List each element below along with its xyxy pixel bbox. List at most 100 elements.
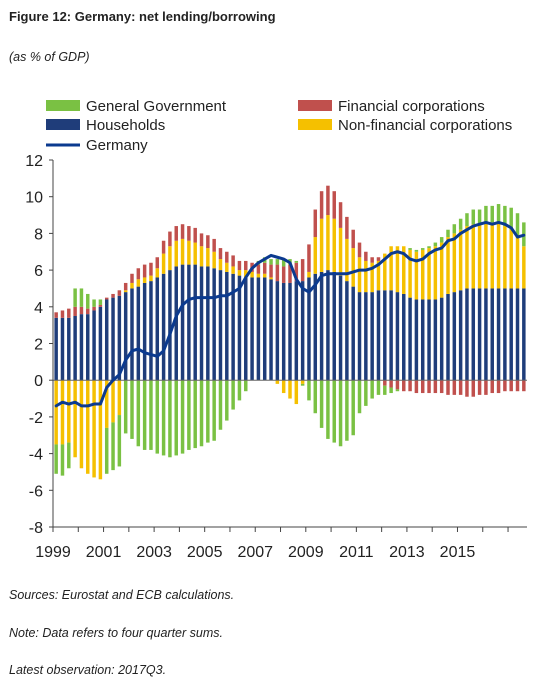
bar-gg [395, 389, 400, 392]
bar-gg [357, 380, 362, 414]
bar-hh [427, 299, 431, 381]
bar-nfc [288, 380, 292, 399]
bar-hh [326, 270, 330, 381]
bar-fc [294, 262, 299, 282]
bar-fc [496, 380, 501, 394]
bar-hh [136, 286, 141, 381]
bar-fc [288, 264, 292, 283]
bar-hh [465, 288, 469, 381]
bar-gg [515, 213, 520, 238]
y-tick-label: -2 [29, 410, 43, 427]
bar-hh [345, 281, 349, 381]
bar-nfc [294, 380, 299, 405]
bar-nfc [300, 380, 305, 384]
legend-label-hh: Households [86, 117, 165, 134]
bar-hh [332, 271, 336, 381]
bar-hh [351, 286, 355, 381]
bar-nfc [471, 224, 476, 289]
bar-hh [458, 290, 463, 381]
bar-hh [155, 277, 160, 381]
bar-hh [180, 264, 185, 381]
bar-fc [212, 238, 216, 252]
bar-hh [439, 297, 444, 381]
bar-fc [149, 262, 153, 276]
legend-label-germany: Germany [86, 137, 148, 154]
bar-hh [357, 292, 362, 381]
bar-fc [332, 191, 336, 219]
bar-nfc [86, 380, 90, 474]
bar-nfc [187, 240, 191, 265]
bar-gg [300, 383, 305, 386]
bar-nfc [269, 277, 273, 280]
bar-fc [420, 380, 425, 394]
bar-nfc [275, 380, 280, 384]
bar-gg [206, 380, 210, 443]
bar-fc [256, 264, 261, 274]
chart: General Government Financial corporations… [25, 98, 527, 561]
bar-hh [79, 314, 84, 381]
bar-fc [275, 264, 280, 282]
bar-nfc [60, 380, 65, 445]
bar-nfc [452, 233, 457, 293]
bar-fc [313, 209, 318, 238]
bar-fc [389, 380, 393, 388]
bar-hh [477, 288, 482, 381]
bar-fc [123, 282, 128, 291]
bar-gg [60, 444, 65, 476]
bar-nfc [490, 222, 494, 289]
bar-nfc [130, 282, 134, 289]
bar-fc [168, 231, 172, 247]
bar-nfc [465, 226, 469, 289]
bar-fc [142, 264, 147, 278]
bar-hh [446, 293, 450, 381]
bar-gg [471, 209, 476, 225]
bar-gg [161, 380, 166, 456]
bar-hh [262, 277, 267, 381]
bar-fc [92, 306, 96, 311]
bar-fc [180, 224, 185, 239]
bar-gg [168, 380, 172, 458]
bar-nfc [250, 271, 254, 278]
bar-nfc [427, 248, 431, 300]
bar-fc [54, 312, 58, 318]
bar-gg [484, 205, 488, 223]
bar-gg [370, 380, 374, 399]
bar-nfc [383, 253, 387, 291]
bar-fc [117, 290, 122, 296]
bar-gg [67, 442, 71, 469]
bar-hh [402, 293, 406, 381]
bar-gg [187, 380, 191, 450]
bar-nfc [307, 271, 311, 278]
bar-hh [123, 292, 128, 381]
bar-fc [345, 216, 349, 239]
bar-gg [294, 260, 299, 263]
bar-gg [275, 259, 280, 265]
bar-gg [212, 380, 216, 441]
bar-hh [275, 281, 280, 381]
bar-gg [155, 380, 160, 454]
bar-fc [218, 248, 223, 260]
bar-nfc [92, 380, 96, 478]
y-tick-label: 8 [34, 226, 43, 243]
legend-label-fc: Financial corporations [338, 98, 485, 115]
bar-hh [54, 317, 58, 381]
bar-gg [490, 205, 494, 223]
bar-hh [98, 306, 103, 381]
bar-hh [522, 288, 526, 381]
bar-gg [313, 380, 318, 414]
bar-hh [73, 315, 77, 381]
bar-gg [111, 422, 115, 471]
bar-gg [389, 387, 393, 394]
bar-nfc [503, 226, 507, 289]
bar-fc [446, 380, 450, 395]
bar-hh [130, 288, 134, 381]
bar-hh [300, 281, 305, 381]
bar-fc [231, 255, 235, 267]
bar-gg [237, 380, 242, 401]
bar-nfc [313, 237, 318, 274]
bar-hh [244, 277, 248, 381]
bar-fc [155, 257, 160, 269]
bar-hh [515, 288, 520, 381]
bar-fc [199, 233, 204, 247]
bar-nfc [155, 268, 160, 278]
